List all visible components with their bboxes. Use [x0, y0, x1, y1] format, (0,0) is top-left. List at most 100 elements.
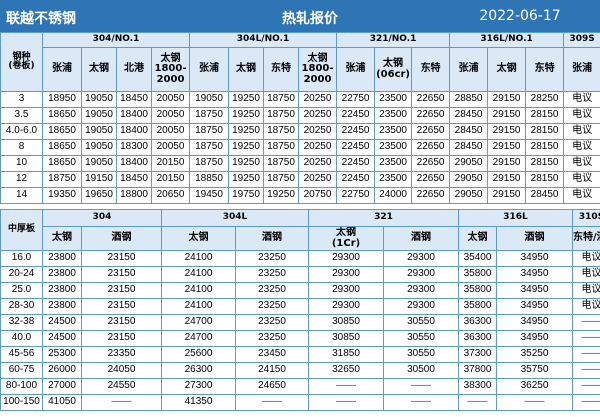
price-cell: 24100	[161, 266, 237, 283]
mill-column-header: 张浦	[336, 47, 376, 92]
mill-column-header: 太钢	[81, 47, 117, 92]
grade-group-header: 304L/NO.1	[188, 32, 338, 48]
price-cell: 30550	[383, 330, 460, 347]
price-cell: 电议	[563, 107, 600, 124]
grade-group-header: 321	[308, 209, 460, 227]
table-row: 40.0 24500 23150 24700 23250 30850 30550 36300 3…	[0, 330, 600, 347]
price-cell: 23800	[42, 298, 82, 315]
price-cell: ——	[80, 394, 163, 411]
price-cell: 18650	[42, 107, 82, 124]
grade-group-header: 316L	[458, 209, 574, 227]
price-cell: 28150	[525, 107, 565, 124]
price-cell: 电议	[563, 155, 600, 172]
table-row: 10 18650 19050 18400 20150 18750 19250 18750 202…	[0, 155, 600, 172]
price-cell: 20650	[151, 187, 190, 204]
price-cell: 电议	[572, 266, 600, 283]
price-cell: 27300	[161, 378, 237, 395]
price-cell: 18400	[116, 123, 152, 140]
price-cell: 29150	[487, 139, 527, 156]
price-cell: 18650	[42, 155, 82, 172]
price-cell: 34950	[496, 282, 574, 299]
grade-group-header: 309S	[563, 32, 600, 48]
price-cell: 24050	[80, 362, 163, 379]
price-cell: 20150	[151, 155, 190, 172]
price-cell: 23500	[374, 171, 413, 188]
price-cell: 24650	[235, 378, 310, 395]
price-cell: 电议	[563, 139, 600, 156]
price-cell: 23250	[235, 298, 310, 315]
price-cell: 18400	[116, 155, 152, 172]
price-cell: 电议	[572, 250, 600, 267]
price-cell: 35800	[458, 266, 498, 283]
price-cell: 36300	[458, 314, 498, 331]
price-cell: 19350	[42, 187, 82, 204]
price-cell: 23350	[80, 346, 163, 363]
price-cell: 26000	[42, 362, 82, 379]
price-cell: 35800	[458, 282, 498, 299]
price-cell: 18450	[116, 171, 152, 188]
mill-column-header: 太钢 (1Cr)	[308, 226, 385, 251]
price-cell: 28150	[525, 171, 565, 188]
table-row: 20-24 23800 23150 24100 23250 29300 29300 35800…	[0, 266, 600, 283]
price-cell: 23150	[80, 298, 163, 315]
table-row: 14 19350 19650 18800 20650 19450 19750 19250 207…	[0, 187, 600, 204]
table-row: 80-100 27000 24550 27300 24650 —— —— 38300 36250…	[0, 378, 600, 395]
price-cell: 29300	[383, 298, 460, 315]
price-cell: 29150	[487, 123, 527, 140]
price-cell: 30550	[383, 346, 460, 363]
price-cell: 29050	[449, 155, 489, 172]
price-cell: 30850	[308, 330, 385, 347]
price-cell: 23150	[80, 266, 163, 283]
price-cell: 23500	[374, 139, 413, 156]
company-name: 联越不锈钢	[6, 11, 76, 27]
price-cell: 22650	[411, 91, 451, 108]
price-cell: 28450	[449, 107, 489, 124]
page-title: 热轧报价	[282, 11, 338, 27]
price-cell: 29050	[449, 187, 489, 204]
price-cell: 19250	[228, 107, 264, 124]
price-cell: 34950	[496, 330, 574, 347]
price-cell: 18950	[42, 91, 82, 108]
spec-cell: 14	[0, 187, 43, 204]
price-cell: 24500	[42, 314, 82, 331]
price-cell: 22650	[411, 171, 451, 188]
row-header-label: 钢种 (卷板)	[0, 32, 43, 92]
price-cell: 19050	[81, 123, 117, 140]
price-cell: ——	[235, 394, 310, 411]
price-cell: 23800	[42, 266, 82, 283]
price-cell: 24150	[235, 362, 310, 379]
price-cell: 18400	[116, 107, 152, 124]
spec-cell: 25.0	[0, 282, 43, 299]
price-cell: 19050	[81, 139, 117, 156]
price-cell: 35250	[496, 346, 574, 363]
price-cell: 23150	[80, 314, 163, 331]
price-cell: 29300	[308, 266, 385, 283]
price-cell: 19250	[228, 91, 264, 108]
table-row: 3.5 18650 19050 18400 20050 18750 19250 18750 20…	[0, 107, 600, 124]
price-cell: 29150	[487, 187, 527, 204]
price-cell: 20150	[151, 171, 190, 188]
price-cell: 19250	[228, 171, 264, 188]
price-cell: 30850	[308, 314, 385, 331]
price-cell: ——	[383, 378, 460, 395]
coil-price-table: 钢种 (卷板) 304/NO.1 304L/NO.1 321/NO.1 316L/NO.1…	[0, 32, 600, 204]
price-cell: 28450	[449, 123, 489, 140]
spec-cell: 16.0	[0, 250, 43, 267]
spec-cell: 4.0-6.0	[0, 123, 43, 140]
price-cell: 25600	[161, 346, 237, 363]
mill-column-header: 张浦	[563, 47, 600, 92]
price-cell: 22450	[336, 155, 376, 172]
price-cell: 34950	[496, 298, 574, 315]
price-cell: 19250	[228, 155, 264, 172]
price-cell: 35400	[458, 250, 498, 267]
price-cell: 28150	[525, 123, 565, 140]
mill-column-header: 东特/酒钢	[572, 226, 600, 251]
price-cell: 19050	[81, 91, 117, 108]
price-cell: 18650	[42, 123, 82, 140]
price-cell: 电议	[563, 187, 600, 204]
price-cell: 22650	[411, 139, 451, 156]
price-cell: 34950	[496, 266, 574, 283]
price-cell: 22650	[411, 187, 451, 204]
price-cell: 19250	[228, 139, 264, 156]
price-cell: 23150	[80, 282, 163, 299]
